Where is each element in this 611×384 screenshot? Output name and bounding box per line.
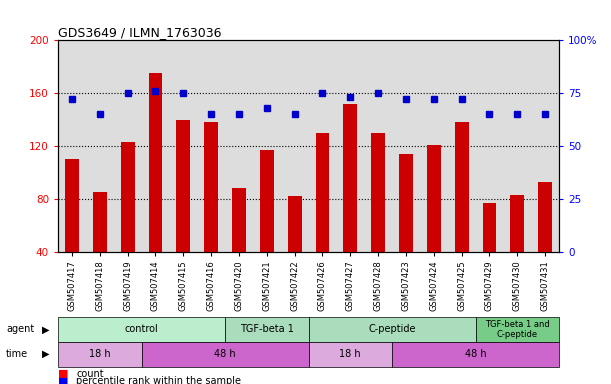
Bar: [343, 104, 357, 305]
Bar: [197, 40, 225, 252]
Bar: [531, 40, 559, 252]
Bar: [114, 40, 142, 252]
Bar: [475, 317, 559, 342]
Text: control: control: [125, 324, 158, 334]
Text: GDS3649 / ILMN_1763036: GDS3649 / ILMN_1763036: [58, 26, 222, 39]
Text: ■: ■: [58, 369, 68, 379]
Bar: [225, 40, 253, 252]
Text: TGF-beta 1: TGF-beta 1: [240, 324, 294, 334]
Bar: [148, 73, 163, 305]
Bar: [392, 40, 420, 252]
Text: ▶: ▶: [42, 349, 49, 359]
Text: 48 h: 48 h: [214, 349, 236, 359]
Bar: [253, 40, 280, 252]
Bar: [142, 342, 309, 367]
Text: ■: ■: [58, 376, 68, 384]
Bar: [169, 40, 197, 252]
Bar: [309, 342, 392, 367]
Text: ▶: ▶: [42, 324, 49, 334]
Bar: [510, 195, 524, 305]
Bar: [309, 40, 337, 252]
Bar: [364, 40, 392, 252]
Text: agent: agent: [6, 324, 34, 334]
Bar: [448, 40, 475, 252]
Bar: [455, 122, 469, 305]
Bar: [260, 150, 274, 305]
Bar: [371, 133, 385, 305]
Bar: [538, 182, 552, 305]
Bar: [399, 154, 413, 305]
Text: time: time: [6, 349, 28, 359]
Text: 18 h: 18 h: [340, 349, 361, 359]
Bar: [475, 40, 503, 252]
Bar: [280, 40, 309, 252]
Bar: [58, 317, 225, 342]
Bar: [225, 317, 309, 342]
Bar: [288, 196, 302, 305]
Bar: [86, 40, 114, 252]
Bar: [142, 40, 169, 252]
Text: percentile rank within the sample: percentile rank within the sample: [76, 376, 241, 384]
Bar: [392, 342, 559, 367]
Bar: [93, 192, 107, 305]
Text: TGF-beta 1 and
C-peptide: TGF-beta 1 and C-peptide: [485, 319, 550, 339]
Bar: [420, 40, 448, 252]
Bar: [177, 119, 190, 305]
Bar: [58, 342, 142, 367]
Bar: [58, 40, 86, 252]
Bar: [232, 188, 246, 305]
Bar: [427, 145, 441, 305]
Bar: [483, 203, 496, 305]
Bar: [204, 122, 218, 305]
Text: 18 h: 18 h: [89, 349, 111, 359]
Text: 48 h: 48 h: [465, 349, 486, 359]
Bar: [503, 40, 531, 252]
Text: C-peptide: C-peptide: [368, 324, 416, 334]
Bar: [337, 40, 364, 252]
Bar: [121, 142, 134, 305]
Bar: [315, 133, 329, 305]
Text: count: count: [76, 369, 104, 379]
Bar: [65, 159, 79, 305]
Bar: [309, 317, 475, 342]
